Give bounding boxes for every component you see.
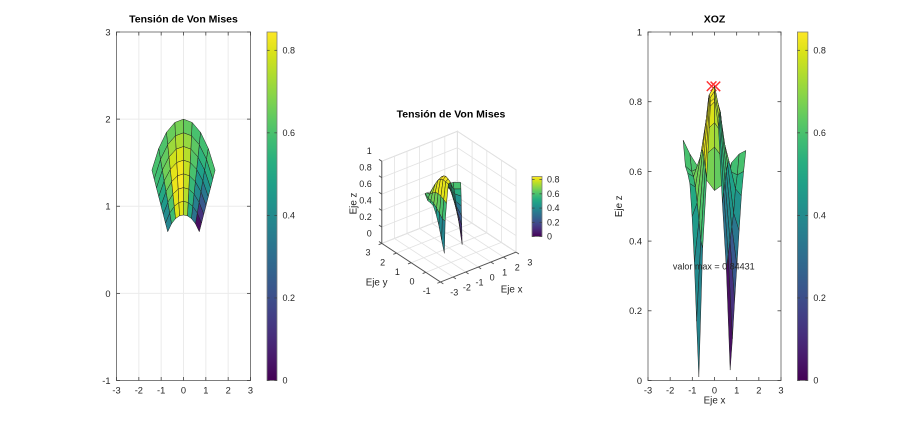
svg-text:0: 0 <box>547 232 552 242</box>
svg-text:valor max = 0.84431: valor max = 0.84431 <box>673 261 755 271</box>
svg-text:0.8: 0.8 <box>359 163 372 173</box>
svg-text:0.2: 0.2 <box>283 293 296 303</box>
svg-text:Tensión de Von Mises: Tensión de Von Mises <box>397 109 506 121</box>
svg-text:0.8: 0.8 <box>813 45 826 55</box>
svg-text:0: 0 <box>813 376 818 386</box>
svg-text:3: 3 <box>248 386 253 396</box>
svg-text:2: 2 <box>756 386 761 396</box>
svg-text:0: 0 <box>712 386 717 396</box>
svg-text:0: 0 <box>367 228 372 238</box>
svg-text:0.2: 0.2 <box>359 212 372 222</box>
svg-text:-2: -2 <box>463 282 471 292</box>
svg-text:1: 1 <box>637 27 642 37</box>
svg-text:0.4: 0.4 <box>283 210 296 220</box>
svg-text:1: 1 <box>395 267 400 277</box>
svg-text:0.4: 0.4 <box>359 196 372 206</box>
svg-text:2: 2 <box>226 386 231 396</box>
svg-text:0: 0 <box>105 289 110 299</box>
svg-text:0.4: 0.4 <box>629 237 642 247</box>
svg-text:0.6: 0.6 <box>283 128 296 138</box>
svg-text:-2: -2 <box>666 386 674 396</box>
svg-text:-3: -3 <box>644 386 652 396</box>
svg-text:2: 2 <box>105 115 110 125</box>
svg-text:-1: -1 <box>688 386 696 396</box>
svg-text:Eje y: Eje y <box>366 278 388 289</box>
svg-text:Eje z: Eje z <box>614 195 625 217</box>
svg-text:3: 3 <box>778 386 783 396</box>
svg-text:1: 1 <box>367 146 372 156</box>
svg-text:0.6: 0.6 <box>547 189 560 199</box>
svg-text:-3: -3 <box>112 386 120 396</box>
svg-text:0.6: 0.6 <box>629 167 642 177</box>
svg-text:1: 1 <box>502 267 507 277</box>
svg-text:0.8: 0.8 <box>547 175 560 185</box>
svg-text:3: 3 <box>365 248 370 258</box>
svg-text:0: 0 <box>410 277 415 287</box>
svg-text:-1: -1 <box>102 376 110 386</box>
svg-text:-1: -1 <box>157 386 165 396</box>
svg-text:0: 0 <box>181 386 186 396</box>
svg-text:0.2: 0.2 <box>629 306 642 316</box>
svg-text:2: 2 <box>380 257 385 267</box>
svg-text:0.2: 0.2 <box>547 217 560 227</box>
svg-text:0.8: 0.8 <box>629 97 642 107</box>
svg-text:3: 3 <box>527 257 532 267</box>
svg-text:XOZ: XOZ <box>704 14 726 26</box>
svg-text:0.6: 0.6 <box>813 128 826 138</box>
svg-text:0.8: 0.8 <box>283 45 296 55</box>
svg-text:0.2: 0.2 <box>813 293 826 303</box>
svg-text:0: 0 <box>283 376 288 386</box>
svg-text:Eje z: Eje z <box>349 193 360 215</box>
svg-text:-1: -1 <box>423 286 431 296</box>
svg-text:0: 0 <box>490 272 495 282</box>
svg-text:0: 0 <box>637 376 642 386</box>
svg-text:1: 1 <box>734 386 739 396</box>
svg-text:2: 2 <box>515 262 520 272</box>
svg-text:1: 1 <box>105 202 110 212</box>
svg-text:Eje x: Eje x <box>704 396 726 407</box>
svg-text:0.6: 0.6 <box>359 179 372 189</box>
svg-text:0.4: 0.4 <box>547 203 560 213</box>
svg-text:3: 3 <box>105 27 110 37</box>
svg-text:Eje x: Eje x <box>501 285 523 296</box>
svg-text:-1: -1 <box>475 277 483 287</box>
svg-text:-3: -3 <box>450 287 458 297</box>
svg-text:0.4: 0.4 <box>813 210 826 220</box>
svg-text:Tensión de Von Mises: Tensión de Von Mises <box>129 14 238 26</box>
svg-text:1: 1 <box>203 386 208 396</box>
svg-text:-2: -2 <box>135 386 143 396</box>
